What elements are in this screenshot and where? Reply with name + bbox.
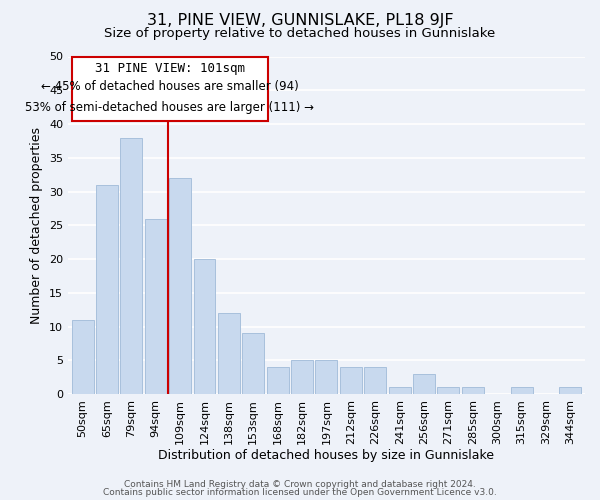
Bar: [559, 388, 581, 394]
Text: 31 PINE VIEW: 101sqm: 31 PINE VIEW: 101sqm: [95, 62, 245, 75]
Bar: [511, 388, 533, 394]
Bar: [194, 259, 215, 394]
Bar: [169, 178, 191, 394]
Text: Contains HM Land Registry data © Crown copyright and database right 2024.: Contains HM Land Registry data © Crown c…: [124, 480, 476, 489]
Y-axis label: Number of detached properties: Number of detached properties: [31, 127, 43, 324]
Bar: [145, 218, 167, 394]
X-axis label: Distribution of detached houses by size in Gunnislake: Distribution of detached houses by size …: [158, 450, 494, 462]
Text: ← 45% of detached houses are smaller (94): ← 45% of detached houses are smaller (94…: [41, 80, 299, 94]
Bar: [291, 360, 313, 394]
Bar: [364, 367, 386, 394]
Bar: [389, 388, 410, 394]
Text: Contains public sector information licensed under the Open Government Licence v3: Contains public sector information licen…: [103, 488, 497, 497]
FancyBboxPatch shape: [71, 56, 268, 120]
Text: Size of property relative to detached houses in Gunnislake: Size of property relative to detached ho…: [104, 28, 496, 40]
Bar: [437, 388, 460, 394]
Bar: [71, 320, 94, 394]
Bar: [462, 388, 484, 394]
Bar: [96, 185, 118, 394]
Bar: [242, 334, 264, 394]
Bar: [316, 360, 337, 394]
Bar: [218, 313, 240, 394]
Bar: [267, 367, 289, 394]
Bar: [340, 367, 362, 394]
Text: 53% of semi-detached houses are larger (111) →: 53% of semi-detached houses are larger (…: [25, 100, 314, 114]
Bar: [121, 138, 142, 394]
Text: 31, PINE VIEW, GUNNISLAKE, PL18 9JF: 31, PINE VIEW, GUNNISLAKE, PL18 9JF: [146, 12, 454, 28]
Bar: [413, 374, 435, 394]
